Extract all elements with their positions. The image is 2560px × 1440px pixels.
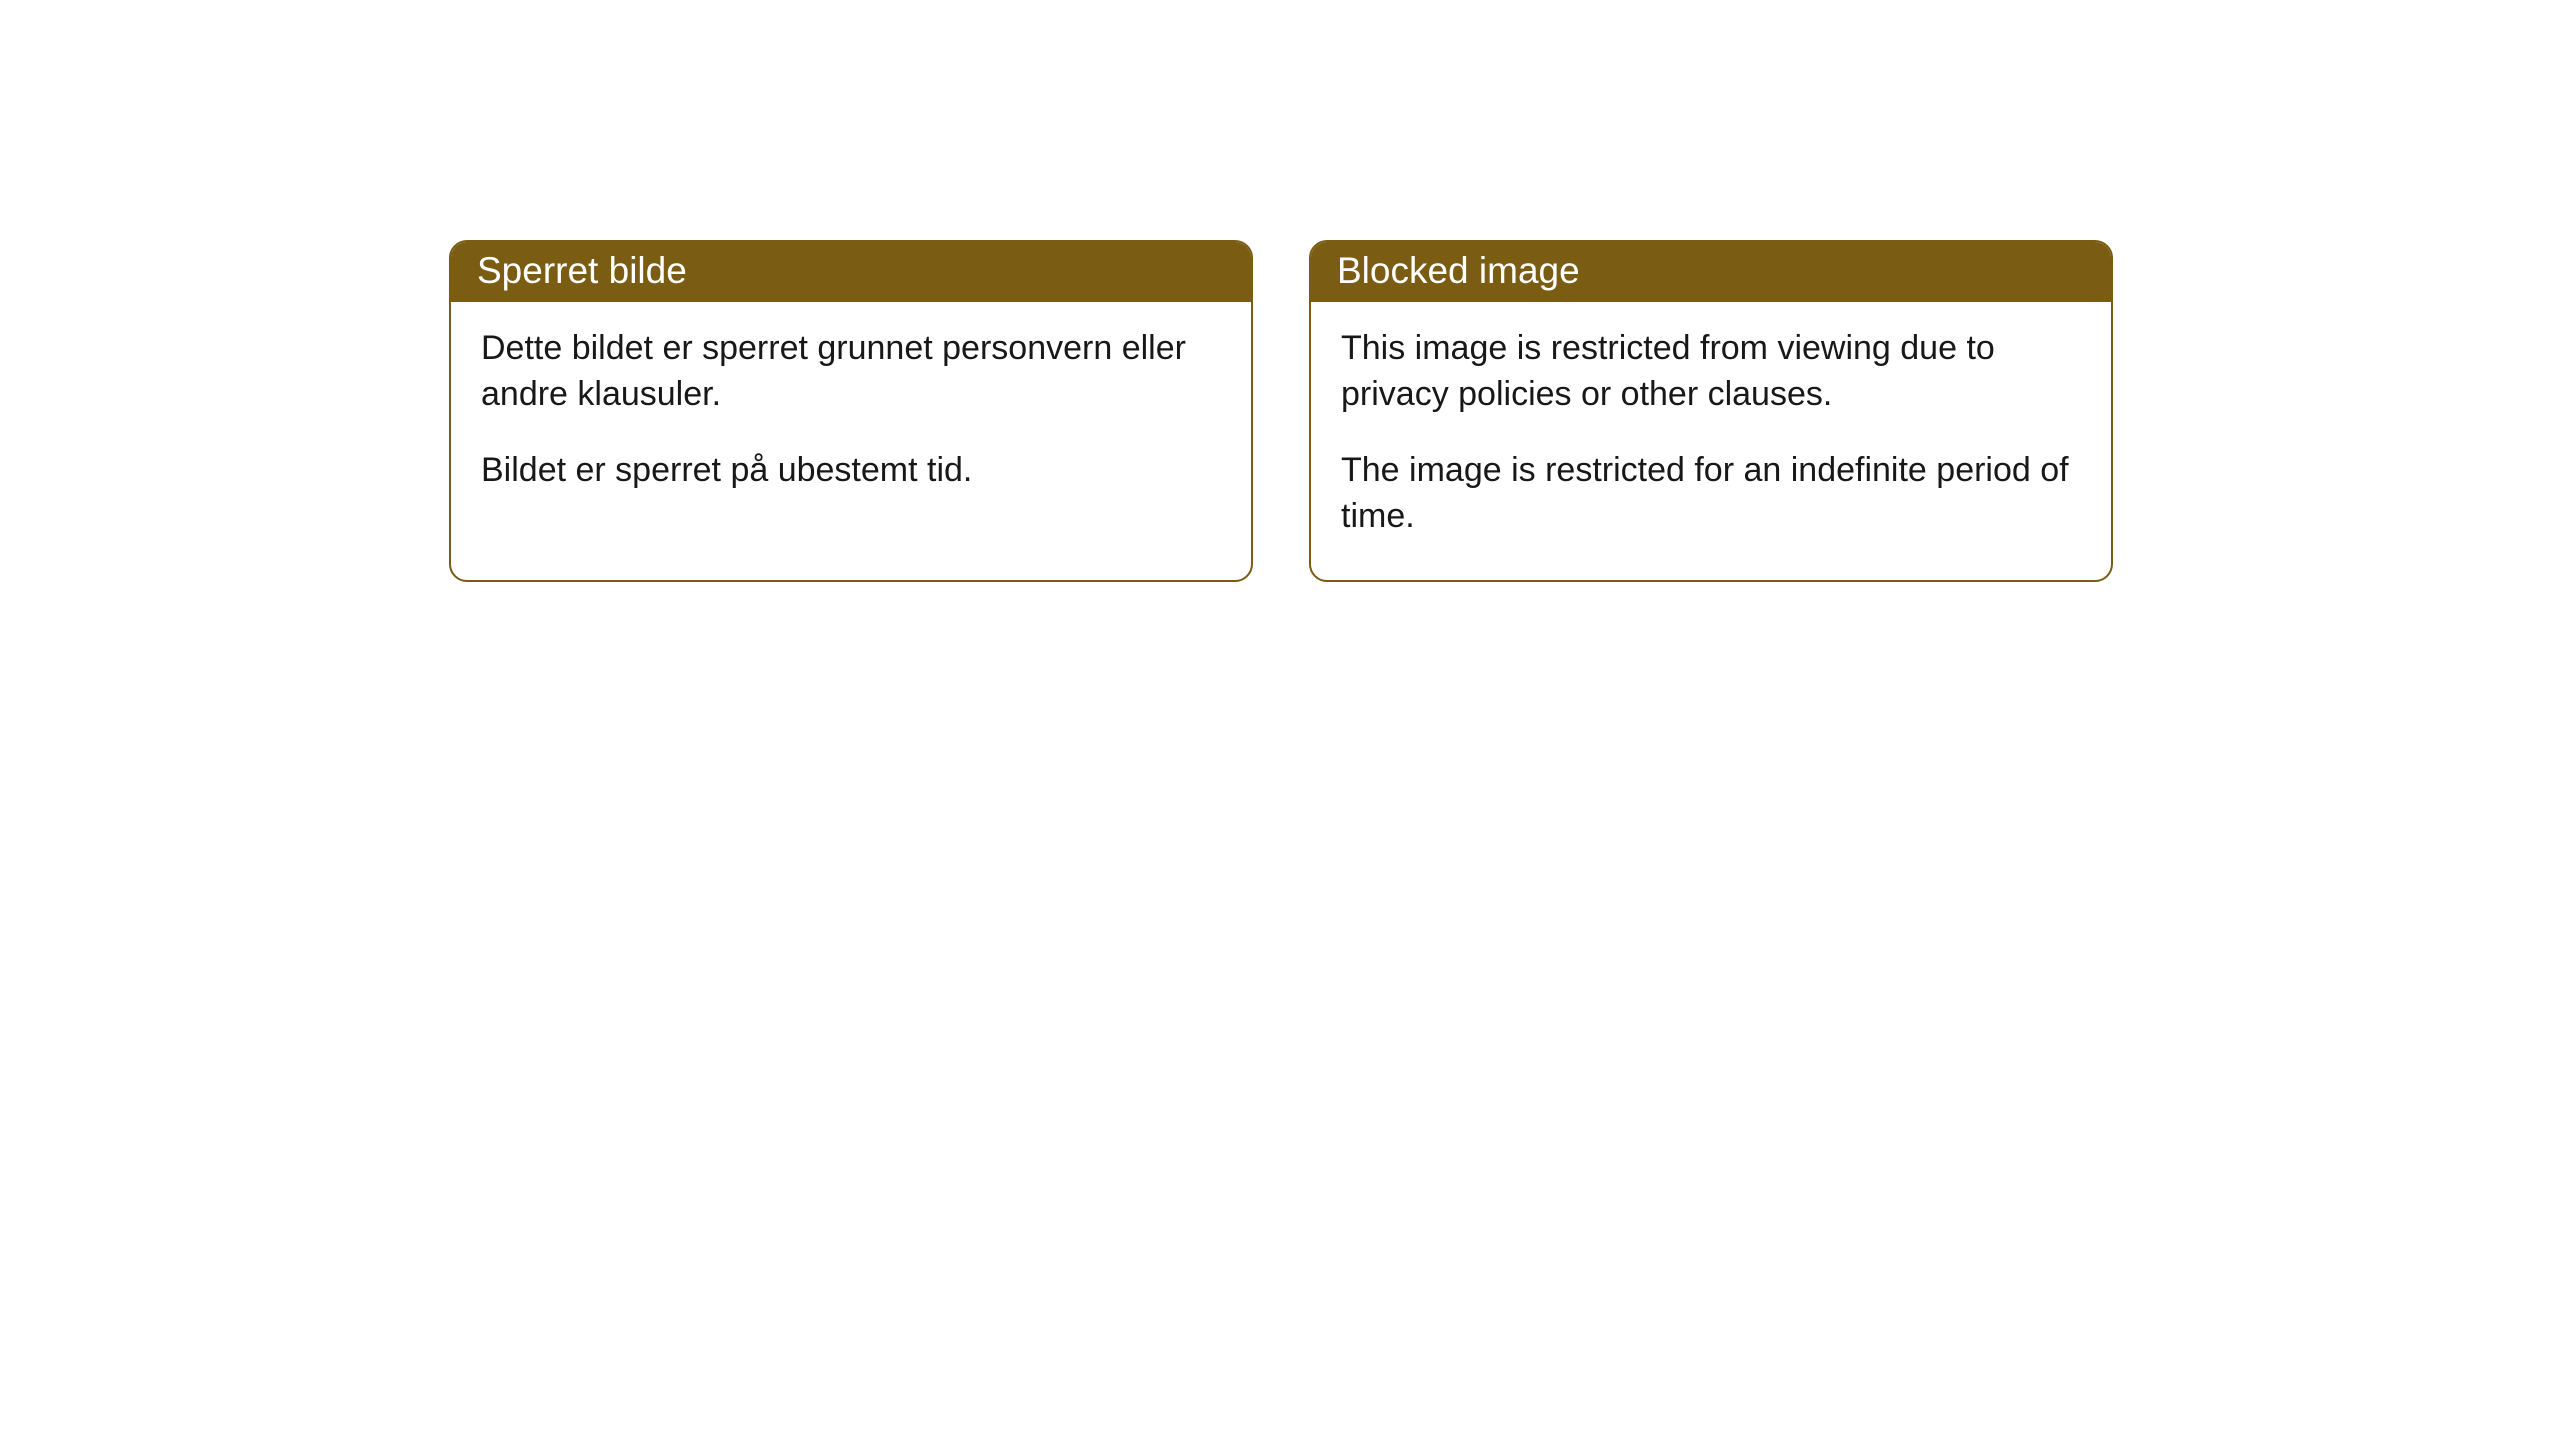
notice-body-no: Dette bildet er sperret grunnet personve… (451, 302, 1251, 534)
notice-title-no: Sperret bilde (451, 242, 1251, 302)
notice-body-en: This image is restricted from viewing du… (1311, 302, 2111, 580)
notice-para1-no: Dette bildet er sperret grunnet personve… (481, 326, 1221, 418)
notice-title-en: Blocked image (1311, 242, 2111, 302)
notice-para2-no: Bildet er sperret på ubestemt tid. (481, 448, 1221, 494)
notice-container: Sperret bilde Dette bildet er sperret gr… (449, 240, 2113, 582)
notice-card-en: Blocked image This image is restricted f… (1309, 240, 2113, 582)
notice-card-no: Sperret bilde Dette bildet er sperret gr… (449, 240, 1253, 582)
notice-para1-en: This image is restricted from viewing du… (1341, 326, 2081, 418)
notice-para2-en: The image is restricted for an indefinit… (1341, 448, 2081, 540)
